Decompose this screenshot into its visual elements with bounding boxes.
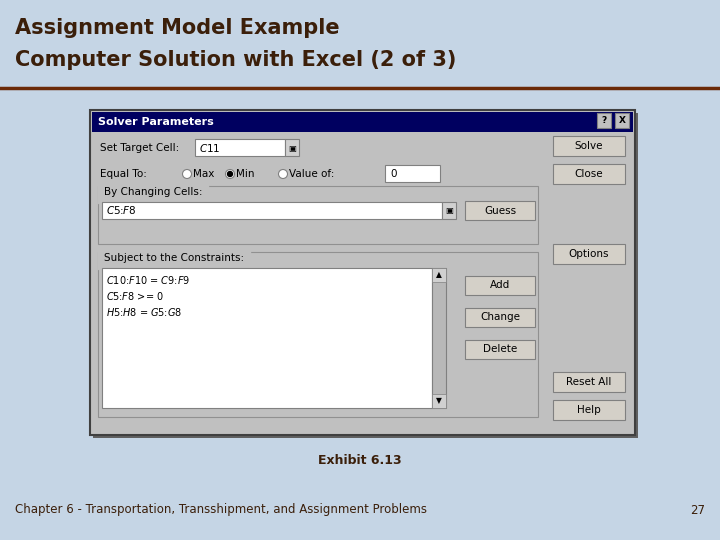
- Bar: [465, 201, 535, 220]
- Bar: [597, 113, 611, 128]
- Bar: [465, 276, 535, 295]
- Text: 27: 27: [690, 503, 705, 516]
- Text: Help: Help: [577, 405, 601, 415]
- Text: ▲: ▲: [436, 271, 442, 280]
- Bar: [465, 308, 535, 327]
- Text: Exhibit 6.13: Exhibit 6.13: [318, 454, 402, 467]
- Bar: [432, 394, 446, 408]
- Bar: [553, 244, 625, 264]
- Text: Solver Parameters: Solver Parameters: [98, 117, 214, 127]
- Bar: [432, 268, 446, 282]
- Bar: [615, 113, 629, 128]
- Bar: [102, 202, 442, 219]
- Bar: [90, 110, 635, 435]
- Text: ▼: ▼: [436, 396, 442, 406]
- Text: Change: Change: [480, 313, 520, 322]
- Bar: [432, 268, 446, 408]
- Text: $H$5:$H$8 = $G$5:$G$8: $H$5:$H$8 = $G$5:$G$8: [106, 306, 182, 318]
- Text: Value of:: Value of:: [289, 169, 334, 179]
- Text: $C$5:$F$8: $C$5:$F$8: [106, 205, 137, 217]
- Text: Add: Add: [490, 280, 510, 291]
- Text: ?: ?: [601, 116, 607, 125]
- Circle shape: [182, 170, 192, 179]
- Bar: [553, 400, 625, 420]
- Bar: [385, 165, 440, 182]
- Bar: [553, 164, 625, 184]
- Bar: [98, 186, 538, 244]
- Circle shape: [225, 170, 235, 179]
- Text: ▣: ▣: [445, 206, 453, 215]
- Text: Options: Options: [569, 249, 609, 259]
- Text: 0: 0: [390, 169, 397, 179]
- Text: Assignment Model Example: Assignment Model Example: [15, 18, 340, 38]
- Text: Max: Max: [193, 169, 215, 179]
- Bar: [553, 372, 625, 392]
- Text: $C$11: $C$11: [199, 142, 220, 154]
- Text: Delete: Delete: [483, 345, 517, 354]
- Text: Computer Solution with Excel (2 of 3): Computer Solution with Excel (2 of 3): [15, 50, 456, 70]
- Bar: [465, 340, 535, 359]
- Text: Close: Close: [575, 169, 603, 179]
- Text: $C$5:$F$8 >= 0: $C$5:$F$8 >= 0: [106, 290, 163, 302]
- Bar: [102, 268, 432, 408]
- Bar: [553, 136, 625, 156]
- Text: Chapter 6 - Transportation, Transshipment, and Assignment Problems: Chapter 6 - Transportation, Transshipmen…: [15, 503, 427, 516]
- Bar: [442, 202, 456, 219]
- Text: $C$10:$F$10 = $C$9:$F$9: $C$10:$F$10 = $C$9:$F$9: [106, 274, 190, 286]
- Bar: [98, 252, 538, 417]
- Bar: [285, 139, 299, 156]
- Text: Equal To:: Equal To:: [100, 169, 147, 179]
- Text: Subject to the Constraints:: Subject to the Constraints:: [104, 253, 244, 263]
- Circle shape: [279, 170, 287, 179]
- Text: X: X: [618, 116, 626, 125]
- Text: Set Target Cell:: Set Target Cell:: [100, 143, 179, 153]
- Bar: [195, 139, 285, 156]
- Circle shape: [228, 172, 233, 177]
- Bar: [92, 112, 633, 132]
- Text: Min: Min: [236, 169, 254, 179]
- Bar: [93, 113, 638, 438]
- Text: Guess: Guess: [484, 206, 516, 215]
- Text: Reset All: Reset All: [567, 377, 612, 387]
- Text: ▣: ▣: [288, 144, 296, 152]
- Text: Solve: Solve: [575, 141, 603, 151]
- Text: By Changing Cells:: By Changing Cells:: [104, 187, 202, 197]
